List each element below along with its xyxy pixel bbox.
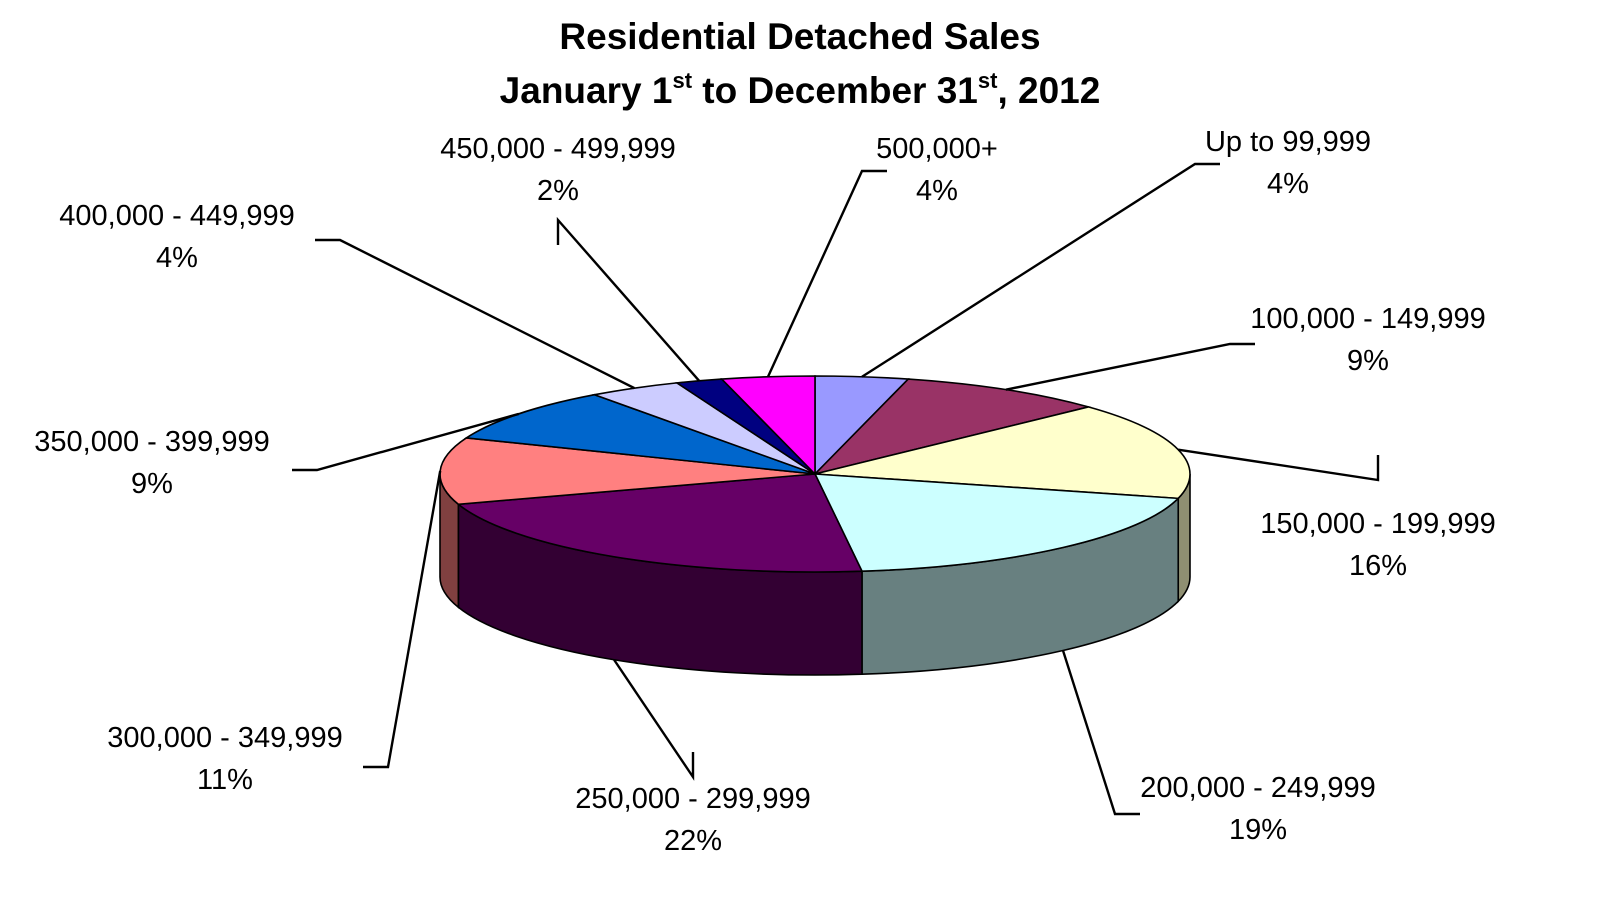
pie-slice-9: [719, 375, 816, 476]
leader-line-4: [613, 659, 695, 781]
chart-title-line-1: Residential Detached Sales: [559, 16, 1041, 57]
title-year: , 2012: [997, 70, 1101, 111]
title-date-end: to December 31: [692, 70, 978, 111]
pie-slice-6: [464, 393, 816, 475]
title-date-start: January 1: [499, 70, 673, 111]
pie-slice-5: [439, 437, 816, 506]
pie-leaders: [292, 162, 1380, 816]
pie-top: [439, 375, 1191, 573]
leader-line-7: [315, 238, 635, 390]
leader-line-2: [1178, 448, 1380, 482]
leader-line-9: [766, 169, 887, 378]
slice-pct-5: 11%: [197, 764, 253, 796]
chart-title-line-2: January 1st to December 31st, 2012: [0, 64, 1600, 118]
slice-label-4: 250,000 - 299,999: [575, 783, 810, 815]
pie-labels: Up to 99,999 4% 100,000 - 149,999 9% 150,000…: [34, 126, 1495, 857]
title-sup-1: st: [672, 68, 693, 93]
slice-pct-6: 9%: [131, 468, 173, 500]
slice-label-9: 500,000+: [876, 133, 998, 165]
leader-line-5: [363, 470, 442, 769]
slice-label-7: 400,000 - 449,999: [59, 200, 294, 232]
slice-label-8: 450,000 - 499,999: [440, 133, 675, 165]
slice-pct-9: 4%: [916, 175, 958, 207]
slice-label-3: 200,000 - 249,999: [1140, 772, 1375, 804]
slice-pct-2: 16%: [1349, 550, 1407, 582]
title-sup-2: st: [977, 68, 998, 93]
slice-pct-0: 4%: [1267, 168, 1309, 200]
slice-pct-4: 22%: [664, 825, 722, 857]
leader-line-3: [1061, 650, 1140, 816]
leader-line-8: [556, 216, 701, 382]
chart-title: Residential Detached Sales January 1st t…: [0, 10, 1600, 118]
slice-pct-3: 19%: [1229, 814, 1287, 846]
slice-pct-1: 9%: [1347, 345, 1389, 377]
slice-label-2: 150,000 - 199,999: [1260, 508, 1495, 540]
pie-slice-1: [812, 378, 1092, 476]
leader-line-0: [861, 162, 1220, 378]
leader-line-1: [1005, 342, 1255, 391]
pie-slice-3: [813, 473, 1181, 573]
pie-slice-4: [456, 473, 864, 573]
slice-label-1: 100,000 - 149,999: [1250, 303, 1485, 335]
slice-label-5: 300,000 - 349,999: [107, 722, 342, 754]
slice-label-6: 350,000 - 399,999: [34, 426, 269, 458]
slice-pct-8: 2%: [537, 175, 579, 207]
pie-slice-2: [814, 406, 1191, 500]
slice-label-0: Up to 99,999: [1205, 126, 1371, 158]
leader-line-6: [292, 412, 520, 472]
slice-pct-7: 4%: [156, 242, 198, 274]
